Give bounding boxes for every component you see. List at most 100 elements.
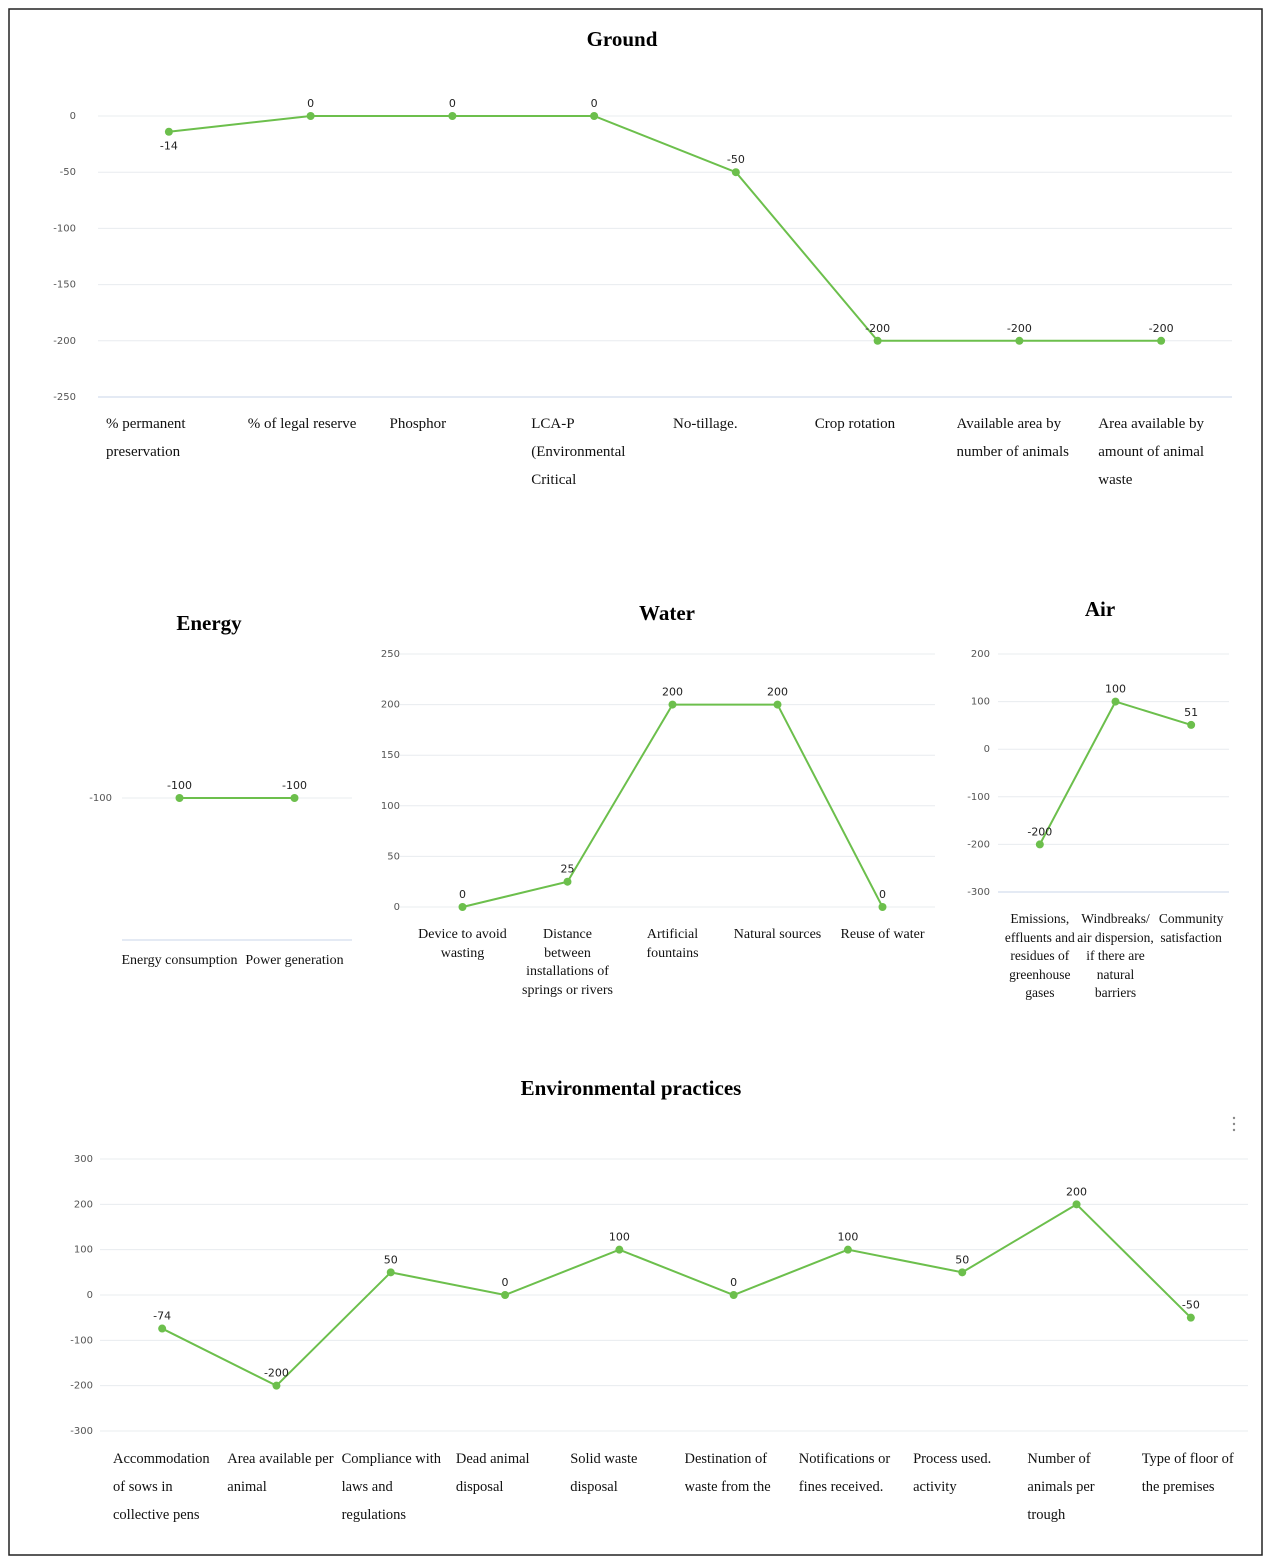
menu-icon (1232, 1116, 1236, 1132)
data-point (668, 700, 677, 709)
data-point (386, 1268, 395, 1277)
y-tick-label: 100 (381, 801, 400, 812)
data-point (1015, 336, 1024, 345)
frame (8, 8, 1263, 1556)
chart-title: Environmental practices (521, 1076, 742, 1100)
category-label-box: Available area by number of animals (956, 416, 1069, 460)
category-label-box: Area available per animal (227, 1451, 333, 1495)
y-tick-label: 300 (74, 1154, 93, 1165)
data-point (290, 794, 299, 802)
y-tick-label: -100 (53, 223, 76, 234)
x-tick-label: % permanent preservation (106, 416, 186, 460)
x-tick-label: Energy consumption (121, 953, 238, 968)
x-tick-label: Dead animal disposal (455, 1451, 530, 1495)
data-point (175, 794, 184, 802)
data-point (1186, 1313, 1195, 1322)
category-label-box: Energy consumption (121, 953, 238, 968)
y-tick-label: -300 (967, 887, 990, 898)
category-label-box: Area available by amount of animal waste (1098, 416, 1205, 488)
category-label-box: No-tillage. (673, 416, 738, 432)
y-tick-label: 150 (381, 750, 400, 761)
category-label-box: Reuse of water (840, 927, 925, 942)
category-label-box: Community satisfaction (1159, 911, 1224, 945)
data-point (590, 112, 599, 120)
data-label: 200 (1066, 1185, 1087, 1198)
y-tick-label: 200 (971, 649, 990, 660)
x-tick-label: LCA-P (Environmental Critical (531, 416, 626, 488)
category-label-box: Compliance with laws and regulations (342, 1451, 441, 1523)
data-label: 50 (955, 1253, 969, 1266)
data-line (161, 1203, 1192, 1387)
data-point (458, 903, 467, 911)
data-label: -200 (865, 322, 890, 335)
x-tick-label: Windbreaks/ air dispersion, if there are… (1077, 911, 1154, 1000)
chart-title: Energy (176, 611, 242, 635)
chart-title: Air (1085, 597, 1115, 621)
data-point (501, 1291, 510, 1299)
data-line (1038, 700, 1192, 845)
data-point (1187, 720, 1196, 729)
data-point (563, 877, 572, 886)
data-point (843, 1245, 852, 1254)
category-label-box: Notifications or fines received. (799, 1451, 890, 1495)
data-point (615, 1245, 624, 1254)
data-label: 0 (502, 1276, 509, 1289)
x-tick-label: Reuse of water (840, 927, 925, 942)
category-label-box: Crop rotation (814, 416, 896, 432)
data-label: 0 (591, 97, 598, 110)
data-label: -200 (264, 1367, 289, 1380)
data-label: -200 (1007, 322, 1032, 335)
data-point (729, 1291, 738, 1299)
category-label-box: Process used. activity (913, 1451, 991, 1495)
x-tick-label: Emissions, effluents and residues of gre… (1004, 911, 1075, 1000)
data-label: 51 (1184, 706, 1198, 719)
x-tick-label: Crop rotation (814, 416, 896, 432)
y-tick-label: -100 (89, 793, 112, 804)
y-tick-label: -200 (967, 839, 990, 850)
data-label: 25 (561, 863, 575, 876)
x-tick-label: No-tillage. (673, 416, 738, 432)
data-point (958, 1268, 967, 1277)
data-label: -50 (1182, 1299, 1200, 1312)
category-label-box: Dead animal disposal (455, 1451, 530, 1495)
x-tick-label: Solid waste disposal (570, 1451, 638, 1495)
category-label-box: Device to avoid wasting (418, 927, 507, 961)
x-tick-label: Power generation (245, 953, 344, 968)
data-label: 100 (1105, 683, 1126, 696)
y-tick-label: 200 (381, 700, 400, 711)
x-tick-label: Area available by amount of animal waste (1098, 416, 1205, 488)
data-label: 100 (837, 1231, 858, 1244)
data-point (1157, 336, 1166, 345)
y-tick-label: -200 (53, 336, 76, 347)
category-label-box: % permanent preservation (106, 416, 186, 460)
data-label: 100 (609, 1231, 630, 1244)
data-label: -200 (1027, 825, 1052, 838)
category-label-box: Number of animals per trough (1027, 1451, 1094, 1523)
y-tick-label: -200 (70, 1381, 93, 1392)
y-tick-label: 0 (87, 1290, 93, 1301)
category-label-box: Artificial fountains (646, 927, 698, 961)
x-tick-label: Destination of waste from the (684, 1451, 771, 1495)
data-point (1035, 840, 1044, 849)
x-tick-label: Natural sources (733, 927, 822, 942)
y-tick-label: -150 (53, 280, 76, 291)
data-label: 200 (767, 686, 788, 699)
category-label-box: Type of floor of the premises (1141, 1451, 1234, 1495)
y-tick-label: 250 (381, 649, 400, 660)
x-tick-label: Type of floor of the premises (1141, 1451, 1234, 1495)
category-label-box: LCA-P (Environmental Critical (531, 416, 626, 488)
category-label-box: Natural sources (733, 927, 822, 942)
category-label-box: Windbreaks/ air dispersion, if there are… (1077, 911, 1154, 1000)
data-point (1072, 1200, 1081, 1209)
data-label: -50 (727, 153, 745, 166)
data-point (878, 903, 887, 911)
category-label-box: Distance between installations of spring… (522, 927, 613, 998)
category-label-box: Power generation (245, 953, 344, 968)
x-tick-label: Accommodation of sows in collective pens (113, 1451, 210, 1523)
data-label: 0 (879, 888, 886, 901)
data-label: 0 (730, 1276, 737, 1289)
category-label-box: % of legal reserve (248, 416, 357, 432)
category-label-box: Emissions, effluents and residues of gre… (1004, 911, 1075, 1000)
x-tick-label: Available area by number of animals (956, 416, 1069, 460)
